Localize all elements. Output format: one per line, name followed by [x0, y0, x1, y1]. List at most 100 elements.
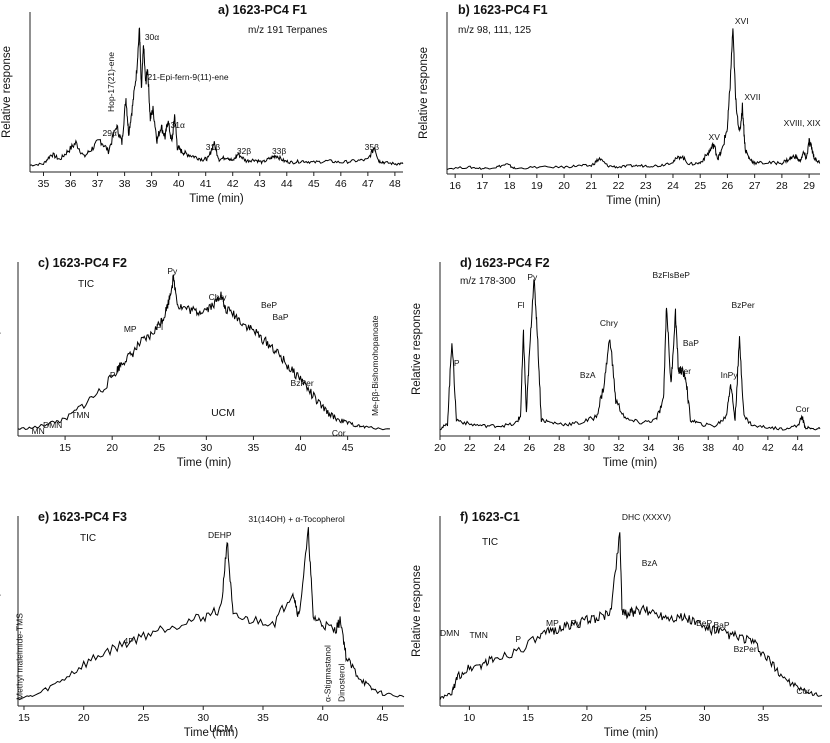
peak-label: 31α: [171, 120, 185, 130]
panel-b: 16 17 18 19 20 21 22 23 24 25 26 27 28 29 Time (min) Re…: [418, 3, 821, 207]
x-tick-label: 16: [449, 180, 461, 192]
panel-subtitle: m/z 98, 111, 125: [458, 25, 531, 36]
x-tick-label: 10: [464, 712, 476, 724]
x-tick-label: 36: [65, 178, 77, 190]
x-tick-label: 15: [18, 712, 30, 724]
x-tick-label: 40: [732, 442, 744, 454]
peak-label: MN: [32, 426, 45, 436]
peak-label: BzA: [580, 370, 596, 380]
x-tick-label: 28: [776, 180, 788, 192]
x-tick-label: 29: [803, 180, 815, 192]
x-tick-label: 25: [640, 712, 652, 724]
y-axis-title: Relative response: [1, 46, 13, 138]
x-tick-label: 45: [342, 442, 354, 454]
x-tick-label: 30: [201, 442, 213, 454]
peak-label: 33β: [272, 146, 286, 156]
x-tick-label: 27: [749, 180, 761, 192]
y-axis-title: Relative response: [0, 303, 1, 395]
peak-label: BeP: [261, 300, 277, 310]
x-tick-label: 32: [613, 442, 625, 454]
peak-label: Cor: [796, 404, 810, 414]
x-tick-label: 43: [254, 178, 266, 190]
peak-label: MP: [124, 324, 137, 334]
x-tick-label: 39: [146, 178, 158, 190]
series-line-c-0: [17, 274, 391, 431]
x-tick-label: 41: [200, 178, 212, 190]
peak-label: XVIII, XIX: [784, 118, 821, 128]
x-tick-label: 35: [38, 178, 50, 190]
peak-label: BaP: [714, 620, 730, 630]
x-tick-label: 19: [531, 180, 543, 192]
peak-label: BeP: [674, 270, 690, 280]
x-tick-label: 44: [281, 178, 293, 190]
panel-title: f) 1623-C1: [460, 510, 520, 524]
x-tick-label: 36: [673, 442, 685, 454]
x-tick-label: 40: [317, 712, 329, 724]
peak-label: Fl: [517, 300, 524, 310]
peak-label: XV: [709, 132, 721, 142]
x-tick-label: 25: [138, 712, 150, 724]
peak-label: Fl: [156, 322, 163, 332]
series-line-d-0: [439, 279, 821, 431]
peak-label: DHC (XXXV): [622, 512, 671, 522]
peak-label: 29α: [102, 128, 116, 138]
peak-label: α-Stigmastanol: [322, 645, 332, 702]
peak-label: DMN: [440, 628, 459, 638]
x-axis-title: Time (min): [604, 727, 659, 739]
x-tick-label: 17: [477, 180, 489, 192]
panel-title: c) 1623-PC4 F2: [38, 256, 127, 270]
x-tick-label: 28: [553, 442, 565, 454]
peak-label: Chry: [209, 292, 228, 302]
x-tick-label: 47: [362, 178, 374, 190]
peak-label: InPy: [721, 370, 739, 380]
x-tick-label: 35: [757, 712, 769, 724]
panel-e: 15 20 25 30 35 40 45 Time (min) Relative respons…: [0, 510, 405, 739]
x-tick-label: 26: [722, 180, 734, 192]
x-tick-label: 26: [524, 442, 536, 454]
peak-label: Py: [527, 272, 538, 282]
panel-title: d) 1623-PC4 F2: [460, 256, 550, 270]
panel-subtitle: TIC: [78, 279, 94, 290]
series-line-a-0: [29, 27, 404, 167]
peak-label: TMN: [469, 630, 487, 640]
x-tick-label: 15: [522, 712, 534, 724]
peak-label: P: [110, 370, 116, 380]
x-tick-label: 35: [248, 442, 260, 454]
peak-label: MP: [546, 618, 559, 628]
y-axis-title: Relative response: [418, 47, 430, 139]
peak-label: Cor: [332, 428, 346, 438]
peak-label: BzFls: [653, 270, 674, 280]
peak-label: 31(14OH) + α-Tocopherol: [248, 514, 344, 524]
y-axis-title: Relative response: [0, 565, 1, 657]
x-tick-label: 37: [92, 178, 104, 190]
peak-label: BzPer: [734, 644, 757, 654]
chart-panels: 35 36 37 38 39 40 41 42 43 44 45 46 47 48 Time (min) Re…: [0, 3, 823, 739]
peak-label: Py: [167, 266, 178, 276]
x-tick-label: 34: [643, 442, 655, 454]
x-tick-label: 46: [335, 178, 347, 190]
panel-subtitle: m/z 178-300: [460, 276, 516, 287]
x-tick-label: 38: [702, 442, 714, 454]
peak-label: BzPer: [732, 300, 755, 310]
x-tick-label: 23: [640, 180, 652, 192]
panel-d: 20 22 24 26 28 30 32 34 36 38 40 42 44 Time (min) Rela…: [411, 256, 821, 469]
series-line-b-0: [446, 28, 821, 171]
x-tick-label: 20: [78, 712, 90, 724]
x-tick-label: 25: [153, 442, 165, 454]
peak-label: UCM: [209, 723, 233, 735]
panel-f: 10 15 20 25 30 35 Time (min) Relative response f…: [411, 510, 823, 739]
x-tick-label: 30: [197, 712, 209, 724]
x-tick-label: 20: [434, 442, 446, 454]
panel-title: b) 1623-PC4 F1: [458, 3, 548, 17]
x-tick-label: 24: [494, 442, 506, 454]
peak-label: Per: [678, 366, 691, 376]
x-tick-label: 48: [389, 178, 401, 190]
x-tick-label: 24: [667, 180, 679, 192]
x-tick-label: 22: [464, 442, 476, 454]
x-tick-label: 30: [583, 442, 595, 454]
peak-label: P: [454, 358, 460, 368]
x-tick-label: 18: [504, 180, 516, 192]
x-tick-label: 15: [59, 442, 71, 454]
peak-label: 35β: [365, 142, 379, 152]
